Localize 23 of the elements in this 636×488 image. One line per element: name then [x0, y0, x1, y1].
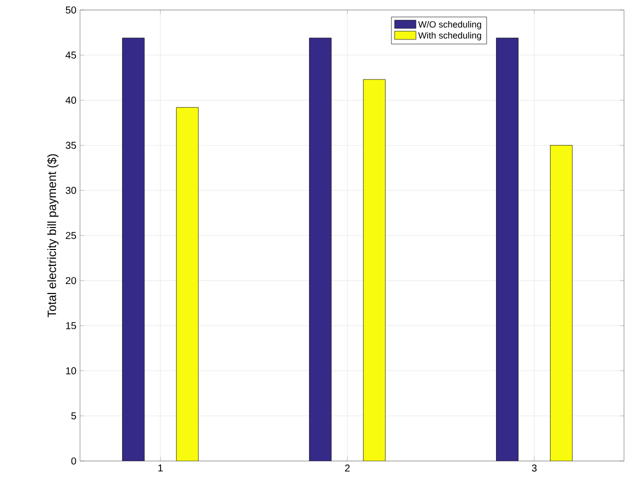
bar [363, 79, 386, 461]
y-tick-label: 10 [66, 367, 76, 374]
y-tick-label: 0 [71, 457, 76, 465]
bar [550, 145, 572, 461]
y-tick-label: 45 [66, 52, 76, 59]
y-tick-label: 25 [66, 232, 76, 240]
legend-label: W/O scheduling [418, 20, 482, 30]
bar [496, 38, 518, 461]
x-tick-label: 1 [158, 464, 163, 472]
y-tick-label: 40 [66, 96, 76, 104]
x-tick-label: 2 [345, 464, 350, 472]
y-tick-label: 5 [71, 412, 76, 420]
y-tick-label: 15 [66, 322, 76, 330]
bar [176, 107, 199, 461]
y-tick-label: 20 [66, 277, 76, 284]
y-axis-title: Total electricity bill payment ($) [47, 154, 58, 318]
bar [122, 38, 145, 461]
legend-label: With scheduling [418, 32, 482, 40]
bar [309, 38, 332, 461]
y-tick-label: 50 [66, 6, 76, 14]
x-tick-label: 3 [532, 464, 537, 472]
y-tick-label: 35 [66, 142, 76, 149]
y-tick-label: 30 [66, 186, 76, 194]
